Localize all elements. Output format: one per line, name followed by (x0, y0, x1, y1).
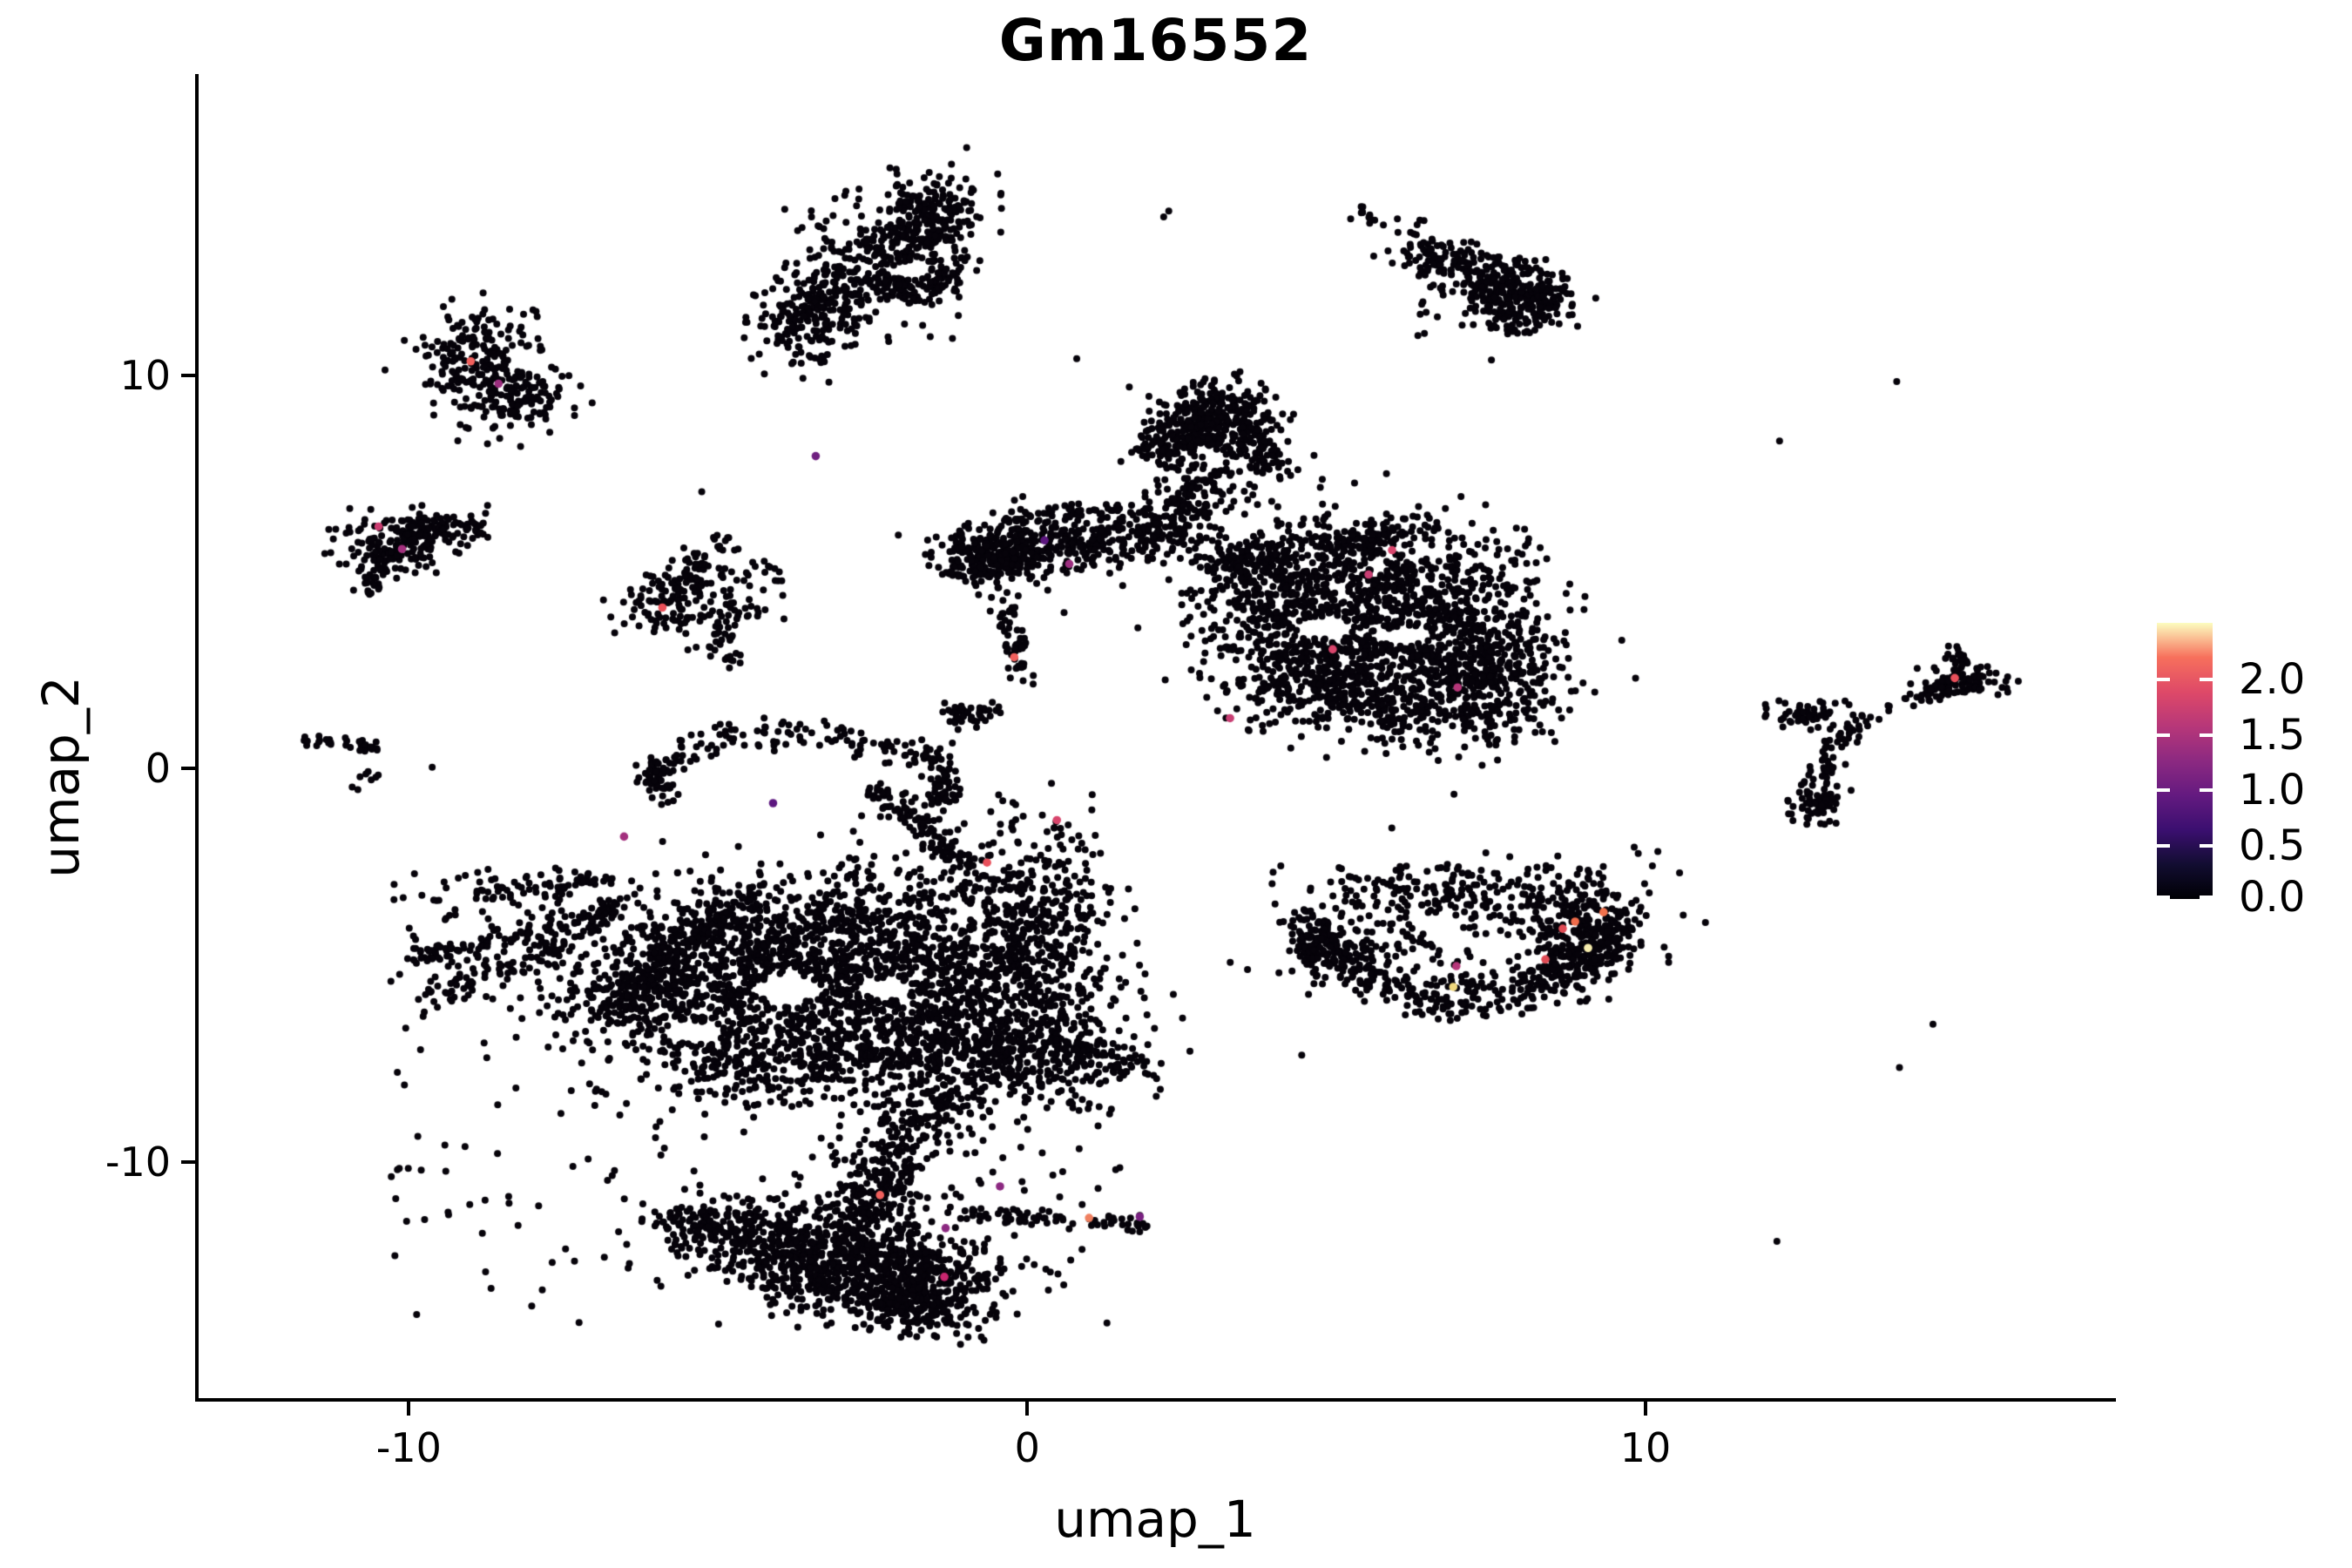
x-tick-label: -10 (375, 1424, 442, 1471)
x-axis-label: umap_1 (1054, 1490, 1256, 1549)
y-tick-label: 10 (119, 351, 171, 399)
y-axis-line (195, 74, 199, 1402)
y-tick-mark (181, 373, 195, 377)
x-tick-mark (407, 1402, 411, 1416)
colorbar-tick-mark (2200, 733, 2213, 737)
colorbar-gradient (2157, 623, 2213, 899)
colorbar-tick-label: 0.5 (2239, 821, 2306, 870)
colorbar-tick-label: 0.0 (2239, 873, 2306, 922)
colorbar-tick-label: 2.0 (2239, 655, 2306, 705)
x-tick-mark (1025, 1402, 1030, 1416)
y-tick-label: -10 (105, 1138, 171, 1186)
colorbar-tick-mark (2200, 896, 2213, 899)
y-tick-mark (181, 1159, 195, 1164)
y-tick-mark (181, 767, 195, 771)
colorbar-tick-mark (2157, 788, 2170, 793)
colorbar-legend (2157, 623, 2213, 899)
y-axis-label: umap_2 (31, 676, 91, 878)
x-tick-label: 0 (1014, 1424, 1040, 1471)
y-tick-label: 0 (145, 745, 171, 793)
x-tick-label: 10 (1619, 1424, 1672, 1471)
x-axis-line (195, 1398, 2116, 1402)
colorbar-tick-mark (2200, 678, 2213, 682)
colorbar-tick-label: 1.5 (2239, 710, 2306, 760)
colorbar-tick-mark (2200, 843, 2213, 848)
colorbar-tick-mark (2157, 896, 2170, 899)
colorbar-tick-mark (2157, 733, 2170, 737)
x-tick-mark (1644, 1402, 1648, 1416)
colorbar-tick-mark (2157, 678, 2170, 682)
colorbar-tick-label: 1.0 (2239, 766, 2306, 815)
colorbar-tick-mark (2200, 788, 2213, 793)
colorbar-tick-mark (2157, 843, 2170, 848)
